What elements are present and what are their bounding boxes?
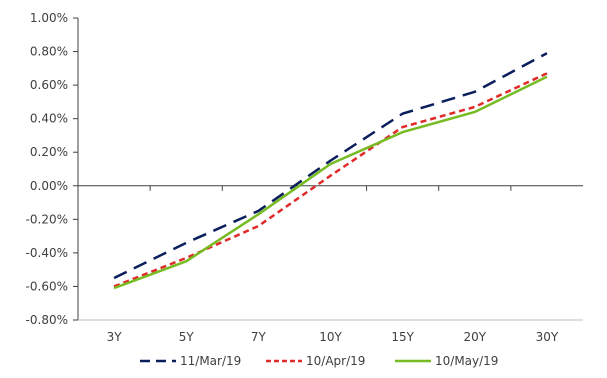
y-tick-label: -0.40% xyxy=(26,246,68,260)
y-tick-label: -0.80% xyxy=(26,313,68,327)
y-tick-label: -0.20% xyxy=(26,212,68,226)
y-tick-label: 0.40% xyxy=(30,112,68,126)
y-tick-label: 0.80% xyxy=(30,45,68,59)
x-tick-label: 30Y xyxy=(536,330,559,344)
x-tick-label: 20Y xyxy=(463,330,486,344)
x-tick-label: 3Y xyxy=(107,330,123,344)
x-tick-label: 5Y xyxy=(179,330,195,344)
series-line-3 xyxy=(113,75,548,290)
x-tick-label: 10Y xyxy=(319,330,342,344)
series-line-1 xyxy=(113,52,548,280)
y-tick-label: 0.20% xyxy=(30,145,68,159)
legend-label-3: 10/May/19 xyxy=(435,354,498,368)
series-line-2 xyxy=(113,72,548,288)
x-tick-label: 15Y xyxy=(391,330,414,344)
y-tick-label: 0.00% xyxy=(30,179,68,193)
x-tick-label: 7Y xyxy=(251,330,267,344)
y-tick-label: -0.60% xyxy=(26,279,68,293)
y-tick-label: 1.00% xyxy=(30,11,68,25)
legend-label-2: 10/Apr/19 xyxy=(306,354,365,368)
y-tick-label: 0.60% xyxy=(30,78,68,92)
legend-label-1: 11/Mar/19 xyxy=(180,354,241,368)
